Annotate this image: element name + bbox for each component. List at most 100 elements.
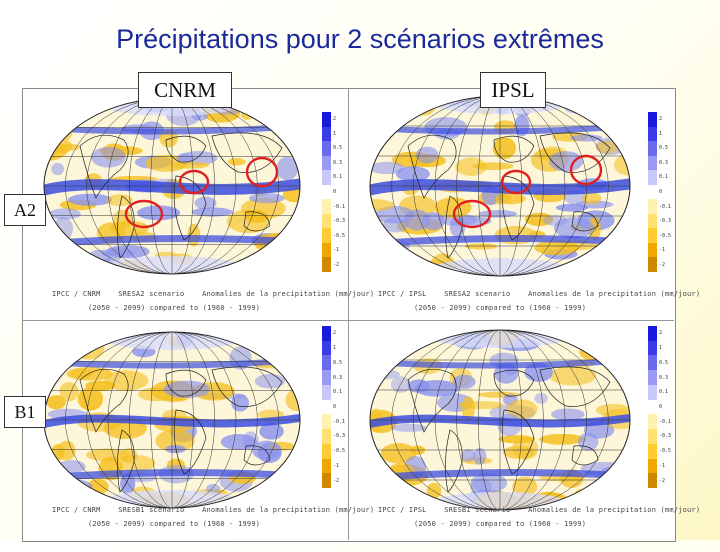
dry-anomaly-blob: [155, 429, 195, 453]
colorbar-swatch: [322, 184, 331, 200]
dry-anomaly-blob: [409, 98, 436, 116]
coastline: [79, 134, 129, 199]
colorbar-swatch: [648, 458, 657, 474]
row-label-b1: B1: [4, 396, 46, 428]
wet-anomaly-blob: [191, 207, 233, 217]
colorbar-swatch: [648, 326, 657, 341]
colorbar-tick-label: -1: [659, 247, 666, 254]
wet-anomaly-blob: [90, 146, 126, 168]
graticule-meridian: [391, 96, 609, 276]
wet-anomaly-blob: [66, 259, 80, 272]
caption-cnrm-a2-line1: IPCC / CNRM SRESA2 scenario Anomalies de…: [52, 290, 375, 298]
dry-anomaly-blob: [506, 399, 538, 419]
colorbar-tick-label: 0.5: [333, 359, 343, 366]
graticule-meridian: [107, 98, 237, 274]
colorbar-swatch: [322, 155, 331, 171]
colorbar-swatch: [648, 199, 657, 214]
wet-anomaly-blob: [254, 373, 286, 389]
wet-anomaly-blob: [270, 351, 289, 368]
colorbar-tick-label: 0.1: [333, 174, 343, 181]
dry-anomaly-blob: [512, 476, 538, 497]
colorbar-tick-label: 0.5: [659, 145, 669, 152]
wet-anomaly-blob: [564, 101, 604, 115]
column-label-ipsl: IPSL: [480, 72, 546, 108]
map-panel-ipsl-a2: [350, 90, 674, 320]
colorbar-tick-label: 0.1: [659, 389, 669, 396]
colorbar-swatch: [322, 473, 331, 488]
colorbar-swatch: [322, 141, 331, 156]
colorbar-swatch: [322, 370, 331, 385]
graticule-meridian: [413, 330, 587, 510]
dry-anomaly-blob: [380, 443, 417, 464]
colorbar-tick-label: 2: [659, 330, 663, 337]
colorbar-swatch: [322, 326, 331, 341]
colorbar-tick-label: 0: [659, 189, 663, 195]
colorbar-tick-label: -1: [333, 462, 340, 469]
colorbar-tick-label: -0.5: [659, 448, 672, 455]
dry-anomaly-blob: [109, 220, 149, 237]
dry-anomaly-blob: [426, 482, 442, 499]
dry-anomaly-blob: [70, 369, 93, 379]
colorbar-swatch: [322, 340, 331, 356]
wet-anomaly-blob: [284, 332, 300, 348]
wet-anomaly-blob: [370, 242, 389, 254]
coastline: [493, 135, 535, 163]
colorbar-tick-label: -1: [333, 247, 340, 254]
dry-anomaly-blob: [258, 248, 285, 272]
dry-anomaly-blob: [549, 366, 597, 386]
coastline: [539, 132, 611, 173]
colorbar-swatch: [322, 399, 331, 415]
colorbar-tick-label: -0.5: [333, 232, 346, 239]
map-svg: [43, 331, 301, 509]
graticule-meridian: [456, 330, 544, 510]
colorbar-tick-label: 0.3: [333, 159, 343, 166]
colorbar-swatch: [648, 257, 657, 272]
wet-anomaly-blob: [137, 205, 181, 221]
dry-anomaly-blob: [596, 141, 619, 154]
coastline: [211, 132, 283, 173]
wet-anomaly-blob: [370, 161, 405, 175]
colorbar-cnrm-b1: [322, 326, 331, 488]
colorbar-swatch: [648, 473, 657, 488]
coastline: [501, 409, 535, 475]
colorbar-swatch: [322, 170, 331, 185]
wet-anomaly-blob: [452, 374, 476, 390]
dry-anomaly-blob: [370, 352, 398, 362]
coastline: [539, 366, 611, 407]
wet-anomaly-blob: [376, 258, 389, 275]
wet-anomaly-blob: [274, 343, 300, 351]
wet-anomaly-blob: [587, 330, 614, 342]
colorbar-tick-label: -0.1: [333, 203, 346, 210]
wet-anomaly-blob: [67, 193, 113, 206]
grid-divider-horizontal: [22, 320, 674, 321]
colorbar-swatch: [322, 355, 331, 371]
colorbar-swatch: [648, 340, 657, 356]
colorbar-tick-label: 0.3: [659, 374, 669, 381]
dry-anomaly-blob: [168, 161, 210, 169]
dry-anomaly-blob: [59, 382, 79, 402]
caption-cnrm-b1-line2: (2050 - 2099) compared to (1960 - 1999): [88, 520, 261, 528]
highlight-circle: [245, 156, 279, 188]
wet-anomaly-blob: [276, 156, 299, 181]
colorbar-swatch: [648, 141, 657, 156]
wet-anomaly-blob: [371, 369, 400, 380]
dry-anomaly-blob: [455, 157, 487, 176]
colorbar-tick-label: -0.1: [659, 203, 672, 210]
wet-anomaly-blob: [382, 217, 409, 233]
colorbar-tick-label: -0.5: [659, 232, 672, 239]
wet-anomaly-blob: [601, 475, 630, 492]
colorbar-tick-label: 1: [659, 130, 663, 137]
graticule-meridian: [391, 330, 609, 510]
wet-anomaly-blob: [390, 376, 411, 393]
coastline: [165, 369, 207, 397]
colorbar-tick-label: -0.5: [333, 448, 346, 455]
colorbar-swatch: [322, 257, 331, 272]
caption-ipsl-a2-line1: IPCC / IPSL SRESA2 scenario Anomalies de…: [378, 290, 701, 298]
colorbar-tick-label: -0.3: [659, 433, 672, 440]
colorbar-swatch: [648, 443, 657, 459]
coastline: [243, 445, 271, 466]
graticule-meridian: [456, 96, 544, 276]
highlight-circle: [452, 199, 492, 229]
colorbar-tick-label: 0.5: [333, 145, 343, 152]
colorbar-tick-label: 0: [333, 189, 337, 195]
